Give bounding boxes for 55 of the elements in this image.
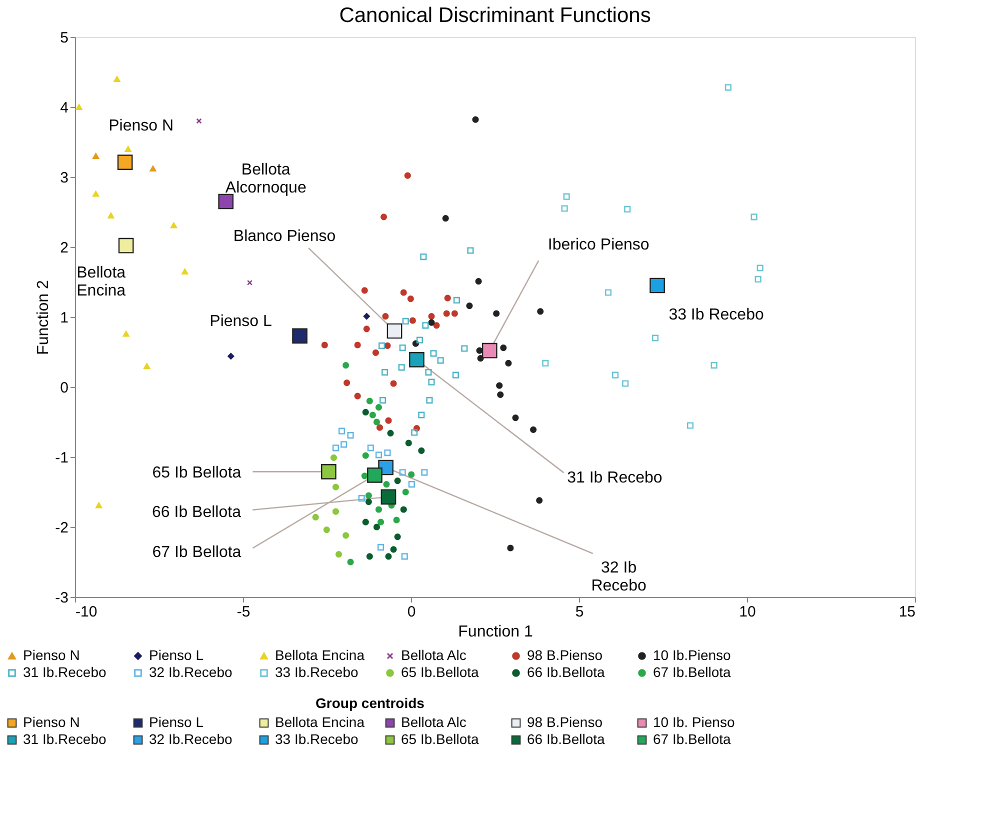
y-tick-label: 0 [60,380,68,396]
legend-label: Pienso N [23,647,80,663]
legend-label: 33 Ib.Recebo [275,664,358,680]
annotation: 66 Ib Bellota [152,504,242,521]
legend-label: Pienso L [149,714,204,730]
legend-title: Group centroids [316,695,425,711]
y-axis-title: Function 2 [35,280,52,355]
legend-label: 33 Ib.Recebo [275,731,358,747]
legend-label: 31 Ib.Recebo [23,664,106,680]
legend-label: 32 Ib.Recebo [149,731,232,747]
legend-label: 10 Ib.Pienso [653,647,732,663]
chart-title: Canonical Discriminant Functions [339,4,651,27]
annotation: Bellota Encina [76,264,126,300]
annotation: 33 Ib Recebo [668,306,764,324]
annotation: Pienso L [210,312,272,330]
y-tick-label: 4 [60,100,68,116]
y-tick-label: 2 [60,240,68,256]
legend-label: 31 Ib.Recebo [23,731,106,747]
y-tick-label: 1 [60,310,68,326]
x-tick-label: 10 [739,604,756,620]
x-tick-label: -5 [236,604,250,620]
legend-label: Pienso N [23,714,80,730]
legend-label: Bellota Encina [275,714,365,730]
annotation: 31 Ib Recebo [567,470,662,487]
annotation: Iberico Pienso [548,236,650,254]
y-tick-label: -1 [55,450,68,466]
annotation: 67 Ib Bellota [152,544,242,562]
legend-label: Bellota Alc [401,714,466,730]
annotation: Bellota Alcornoque [225,162,306,196]
x-axis-title: Function 1 [458,624,533,640]
legend-label: 65 Ib.Bellota [401,731,480,747]
legend-label: Pienso L [149,647,204,663]
x-tick-label: -10 [76,604,98,620]
y-tick-label: 3 [60,170,68,186]
x-tick-label: 5 [575,604,584,620]
legend-label: 67 Ib.Bellota [653,664,732,680]
x-tick-label: 0 [407,604,416,620]
legend-label: 65 Ib.Bellota [401,664,480,680]
annotation: 32 Ib Recebo [591,560,646,594]
legend-label: 10 Ib. Pienso [653,714,735,730]
legend-label: Bellota Alc [401,647,466,663]
y-tick-label: -3 [55,590,68,606]
annotation: Pienso N [108,117,174,134]
x-tick-label: 15 [898,604,916,620]
annotation: 65 Ib Bellota [152,464,242,482]
legend-label: Bellota Encina [275,647,365,663]
legend-label: 66 Ib.Bellota [527,731,606,747]
y-tick-label: 5 [60,30,68,46]
legend-label: 98 B.Pienso [527,647,603,663]
legend-label: 98 B.Pienso [527,714,603,730]
annotation: Blanco Pienso [233,228,336,245]
y-tick-label: -2 [55,520,68,536]
legend-label: 66 Ib.Bellota [527,664,606,680]
legend-label: 67 Ib.Bellota [653,731,732,747]
legend-label: 32 Ib.Recebo [149,664,232,680]
